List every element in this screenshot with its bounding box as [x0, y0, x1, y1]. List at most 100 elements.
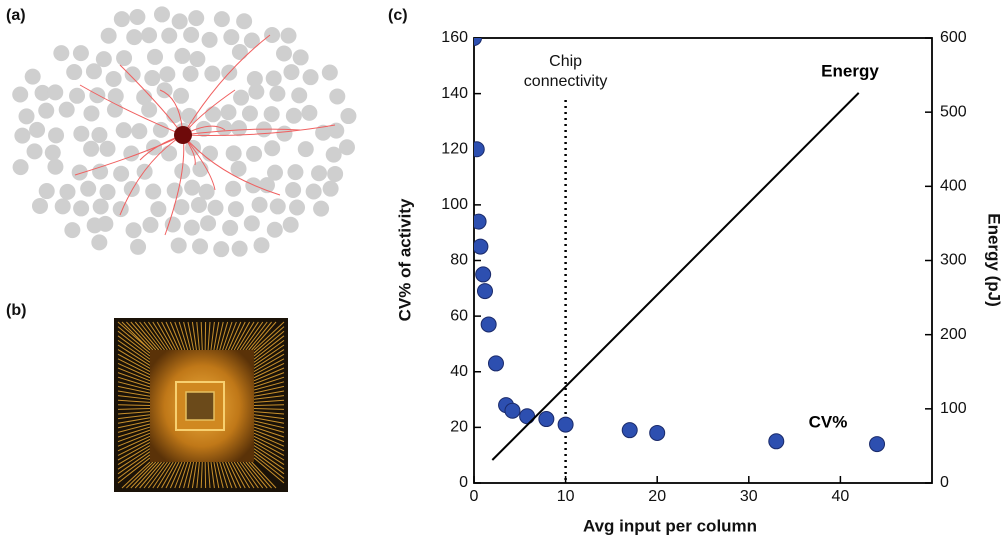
- neuron: [73, 200, 89, 216]
- neuron: [313, 201, 329, 217]
- neuron: [72, 164, 88, 180]
- neuron: [55, 198, 71, 214]
- neuron: [69, 88, 85, 104]
- neuron: [276, 126, 292, 142]
- data-point: [650, 425, 665, 440]
- neuron: [172, 13, 188, 29]
- neuron: [144, 70, 160, 86]
- neuron: [13, 159, 29, 175]
- data-point: [488, 356, 503, 371]
- data-point: [622, 423, 637, 438]
- reference-label: connectivity: [524, 73, 608, 90]
- neuron: [131, 123, 147, 139]
- neuron: [130, 239, 146, 255]
- neuron: [226, 145, 242, 161]
- neuron: [220, 104, 236, 120]
- neuron: [283, 217, 299, 233]
- x-tick-label: 10: [557, 488, 575, 505]
- neuron: [306, 184, 322, 200]
- neuron: [129, 9, 145, 25]
- neuron: [145, 184, 161, 200]
- neuron: [83, 141, 99, 157]
- neuron: [246, 146, 262, 162]
- data-point: [539, 412, 554, 427]
- pin: [254, 405, 284, 406]
- neuron: [113, 201, 129, 217]
- neuron: [244, 33, 260, 49]
- neuron: [264, 140, 280, 156]
- neuron: [91, 127, 107, 143]
- neuron: [154, 6, 170, 22]
- neuron: [183, 27, 199, 43]
- neuron: [266, 70, 282, 86]
- neuron: [161, 28, 177, 44]
- neuron: [59, 102, 75, 118]
- neuron: [225, 181, 241, 197]
- neuron: [161, 145, 177, 161]
- neuron: [264, 106, 280, 122]
- neuron: [183, 66, 199, 82]
- neuron: [281, 28, 297, 44]
- data-point: [467, 31, 482, 46]
- neuron: [236, 13, 252, 29]
- neuron: [323, 181, 339, 197]
- neuron: [192, 238, 208, 254]
- neuron: [242, 106, 258, 122]
- neuron: [184, 180, 200, 196]
- data-point: [558, 417, 573, 432]
- neuron: [126, 222, 142, 238]
- neuron: [64, 222, 80, 238]
- neuron: [48, 127, 64, 143]
- y-tick-label: 0: [459, 474, 468, 491]
- y2-tick-label: 0: [940, 474, 949, 491]
- neuron: [125, 66, 141, 82]
- neuron: [301, 105, 317, 121]
- neuron: [123, 146, 139, 162]
- neuron: [253, 237, 269, 253]
- neuron: [223, 29, 239, 45]
- neuron: [270, 198, 286, 214]
- neuron: [126, 29, 142, 45]
- neuron: [83, 105, 99, 121]
- neuron: [12, 86, 28, 102]
- neuron: [283, 64, 299, 80]
- neuron: [200, 215, 216, 231]
- network-illustration: [12, 6, 356, 257]
- neuron: [92, 164, 108, 180]
- neuron: [53, 45, 69, 61]
- series-label: Energy: [821, 61, 879, 80]
- y-tick-label: 120: [441, 140, 468, 157]
- neuron: [244, 215, 260, 231]
- neuron: [311, 165, 327, 181]
- x-tick-label: 0: [470, 488, 479, 505]
- neuron: [322, 64, 338, 80]
- neuron: [137, 164, 153, 180]
- y-tick-label: 20: [450, 419, 468, 436]
- data-point: [481, 317, 496, 332]
- y-tick-label: 100: [441, 196, 468, 213]
- neuron: [231, 120, 247, 136]
- x-tick-label: 30: [740, 488, 758, 505]
- neuron: [80, 181, 96, 197]
- neuron: [298, 141, 314, 157]
- neuron: [101, 28, 117, 44]
- neuron: [93, 199, 109, 215]
- chip-photo: [114, 318, 288, 492]
- neuron: [339, 139, 355, 155]
- neuron: [142, 217, 158, 233]
- neuron: [173, 88, 189, 104]
- y2-axis-title: Energy (pJ): [985, 213, 1004, 307]
- neuron: [32, 198, 48, 214]
- neuron: [14, 128, 30, 144]
- neuron: [86, 63, 102, 79]
- neuron: [97, 216, 113, 232]
- neuron: [285, 182, 301, 198]
- y-tick-label: 160: [441, 29, 468, 46]
- source-neuron: [174, 126, 192, 144]
- neuron: [171, 237, 187, 253]
- neuron: [202, 32, 218, 48]
- neuron: [248, 84, 264, 100]
- neuron: [45, 145, 61, 161]
- neuron: [232, 44, 248, 60]
- neuron: [286, 108, 302, 124]
